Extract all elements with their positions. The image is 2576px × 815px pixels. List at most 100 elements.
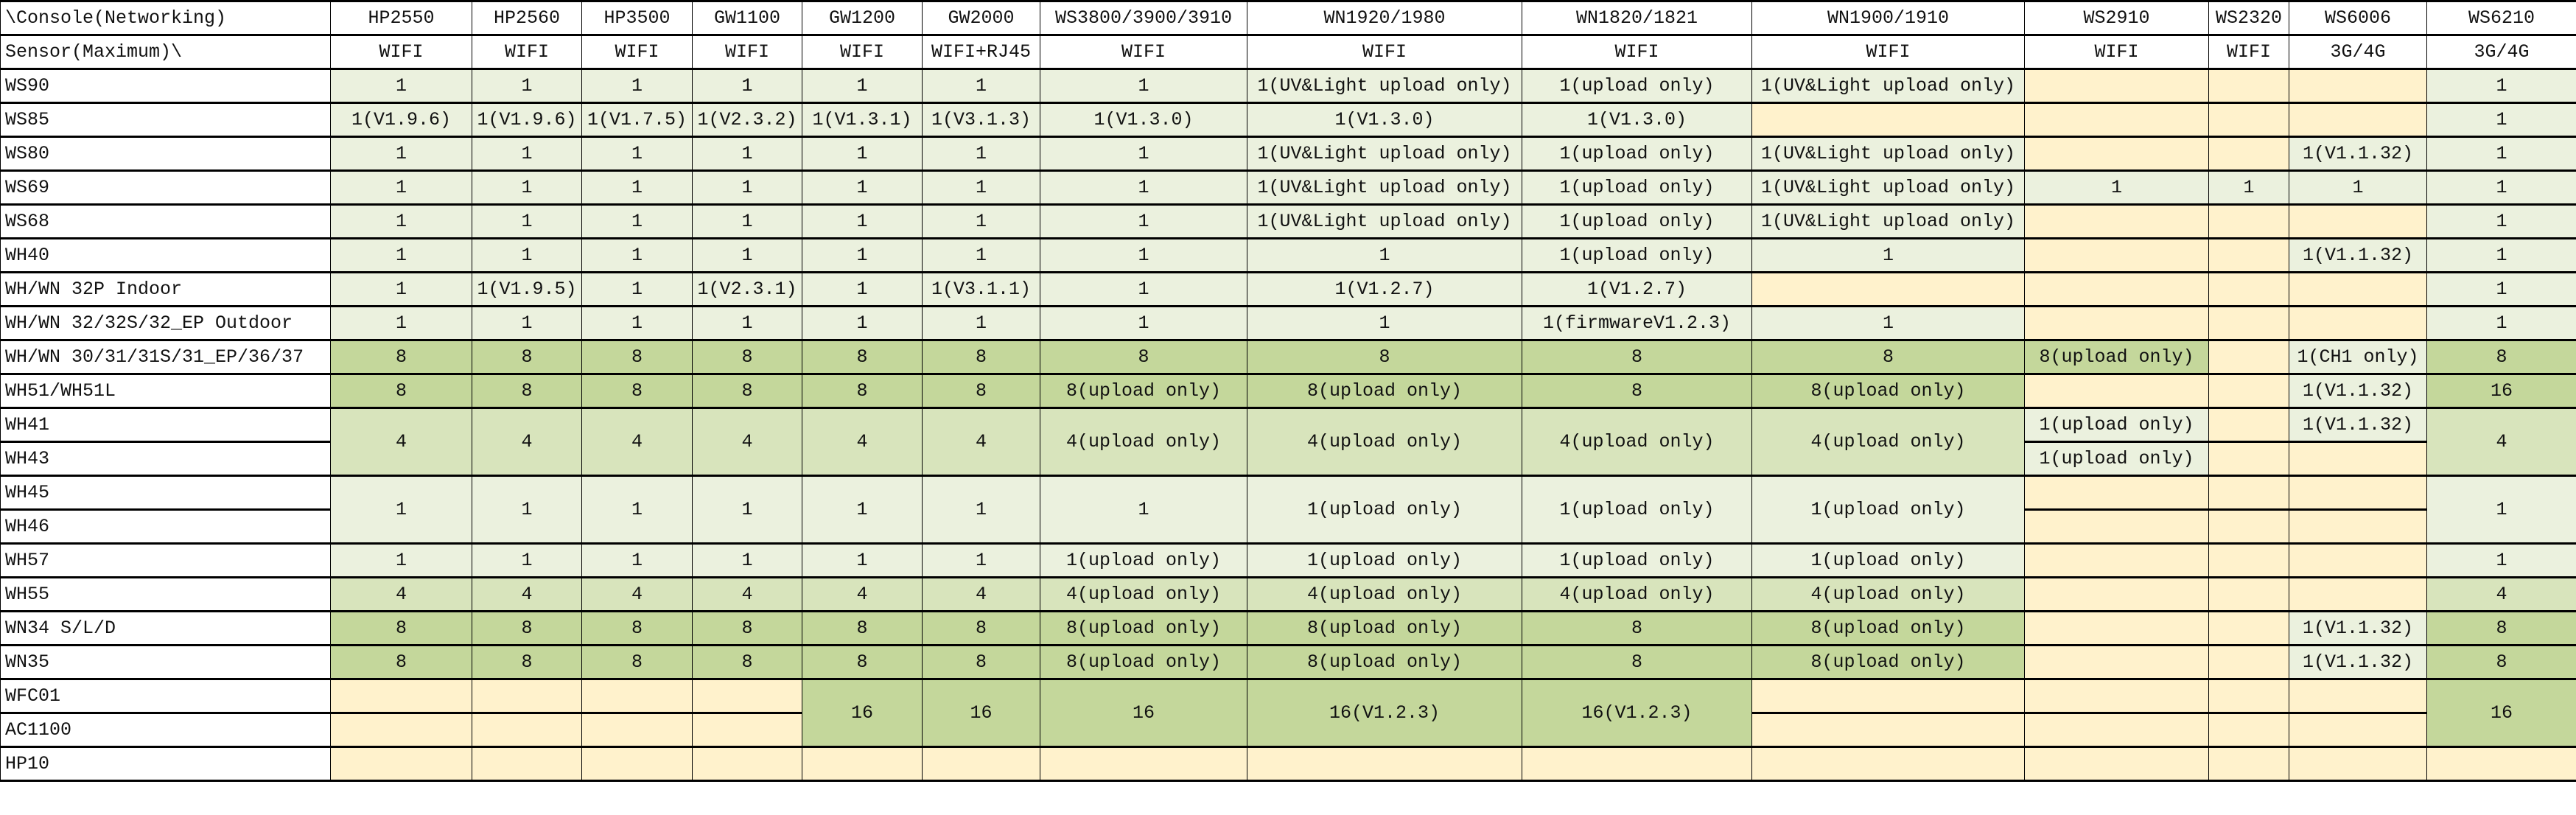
compat-cell: 8(upload only) xyxy=(1751,644,2025,680)
table-row: WH55 4 4 4 4 4 4 4(upload only) 4(upload only) 4(… xyxy=(0,576,2576,612)
compat-cell: 1(UV&Light upload only) xyxy=(1751,68,2025,104)
compat-cell: 8 xyxy=(472,610,582,646)
compat-cell: 1(V1.7.5) xyxy=(581,102,693,138)
compat-cell: 1(upload only) xyxy=(1522,169,1752,206)
compat-cell: 1 xyxy=(581,68,693,104)
compat-cell: 1 xyxy=(1040,203,1247,239)
compat-cell-empty xyxy=(2289,441,2427,477)
compat-cell: 16(V1.2.3) xyxy=(1247,678,1522,748)
column-header-connection: WIFI xyxy=(1522,34,1752,70)
compat-cell: 1 xyxy=(2426,169,2576,206)
compat-cell: 1(V1.1.32) xyxy=(2289,237,2427,273)
column-header-connection: WIFI+RJ45 xyxy=(922,34,1040,70)
compat-cell: 1 xyxy=(2426,136,2576,172)
compat-cell-empty xyxy=(2289,678,2427,714)
compat-cell: 1 xyxy=(2426,305,2576,341)
compat-cell: 4 xyxy=(472,407,582,477)
compat-cell: 1(upload only) xyxy=(1522,475,1752,545)
compat-cell: 1 xyxy=(2426,68,2576,104)
compat-cell: 1 xyxy=(2426,237,2576,273)
compat-cell: 1 xyxy=(2426,203,2576,239)
compat-cell: 8(upload only) xyxy=(1247,373,1522,409)
compat-cell-empty xyxy=(2208,746,2289,782)
compat-cell: 1(CH1 only) xyxy=(2289,339,2427,375)
compat-cell: 4 xyxy=(922,407,1040,477)
compat-cell-empty xyxy=(2024,305,2209,341)
table-row: WN35 8 8 8 8 8 8 8(upload only) 8(upload only) 8 8… xyxy=(0,644,2576,680)
compat-cell: 4 xyxy=(692,576,802,612)
compat-cell-empty xyxy=(2024,610,2209,646)
compat-cell: 1(UV&Light upload only) xyxy=(1247,203,1522,239)
compat-cell-empty xyxy=(2289,542,2427,578)
compat-cell-empty xyxy=(2024,237,2209,273)
compat-cell: 1 xyxy=(330,237,472,273)
compat-cell: 1 xyxy=(922,237,1040,273)
compat-cell: 8 xyxy=(1522,610,1752,646)
compat-cell: 8 xyxy=(922,373,1040,409)
sensor-label: WH45 xyxy=(0,475,331,511)
compat-cell: 4(upload only) xyxy=(1247,576,1522,612)
compat-cell: 4 xyxy=(692,407,802,477)
compat-cell-empty xyxy=(2024,271,2209,307)
table-body: WS90 1 1 1 1 1 1 1 1(UV&Light upload only) 1(uplo… xyxy=(0,68,2576,782)
compat-cell-empty xyxy=(2208,136,2289,172)
compat-cell-empty xyxy=(2024,373,2209,409)
column-header-console: WS6210 xyxy=(2426,0,2576,36)
compat-cell: 1 xyxy=(802,68,923,104)
compat-cell-empty xyxy=(2208,203,2289,239)
table-row: WH45 1 1 1 1 1 1 1 1(upload only) 1(upload only) 1… xyxy=(0,475,2576,545)
compat-cell: 1 xyxy=(922,169,1040,206)
compat-cell: 1(upload only) xyxy=(1247,475,1522,545)
compat-cell: 8(upload only) xyxy=(1751,373,2025,409)
compat-cell: 1 xyxy=(802,475,923,545)
table-row: WH/WN 32/32S/32_EP Outdoor 1 1 1 1 1 1 1 1 1(firm… xyxy=(0,305,2576,341)
table-row: WS68 1 1 1 1 1 1 1 1(UV&Light upload only) 1(uplo… xyxy=(0,203,2576,239)
column-header-console: WS6006 xyxy=(2289,0,2427,36)
compat-cell: 1 xyxy=(330,203,472,239)
column-header-console: HP3500 xyxy=(581,0,693,36)
compat-cell: 1 xyxy=(692,237,802,273)
compat-cell: 8 xyxy=(922,610,1040,646)
compat-cell-empty xyxy=(2024,644,2209,680)
compat-cell: 16 xyxy=(2426,373,2576,409)
compat-cell-empty xyxy=(2024,576,2209,612)
compat-cell: 1(V1.2.7) xyxy=(1247,271,1522,307)
compat-cell: 1 xyxy=(802,237,923,273)
header-row-console: \Console(Networking) HP2550 HP2560 HP3500 G… xyxy=(0,0,2576,36)
compat-cell: 1 xyxy=(802,542,923,578)
compat-cell: 1 xyxy=(922,203,1040,239)
table-row: WH/WN 32P Indoor 1 1(V1.9.5) 1 1(V2.3.1) 1 1(V… xyxy=(0,271,2576,307)
compat-cell: 1(upload only) xyxy=(1522,542,1752,578)
compat-cell: 1 xyxy=(692,169,802,206)
column-header-console: HP2560 xyxy=(472,0,582,36)
compat-cell: 1(V1.2.7) xyxy=(1522,271,1752,307)
sensor-label: WH/WN 32P Indoor xyxy=(0,271,331,307)
compat-cell-empty xyxy=(1040,746,1247,782)
compat-cell-empty xyxy=(2024,475,2209,511)
compat-cell: 1(UV&Light upload only) xyxy=(1247,68,1522,104)
compat-cell-empty xyxy=(2024,136,2209,172)
compat-cell: 1 xyxy=(1040,136,1247,172)
column-header-console: WN1920/1980 xyxy=(1247,0,1522,36)
compat-cell: 8 xyxy=(1751,339,2025,375)
table-row: WH40 1 1 1 1 1 1 1 1 1(upload only) 1 1(V1.1.32) 1 xyxy=(0,237,2576,273)
table-row: WH/WN 30/31/31S/31_EP/36/37 8 8 8 8 8 8 8 8 8 8 8(u… xyxy=(0,339,2576,375)
table-row: WS85 1(V1.9.6) 1(V1.9.6) 1(V1.7.5) 1(V2.3.2)… xyxy=(0,102,2576,138)
column-header-connection: WIFI xyxy=(2024,34,2209,70)
compat-cell: 1 xyxy=(2426,475,2576,545)
compat-cell: 1(UV&Light upload only) xyxy=(1751,203,2025,239)
compat-cell-empty xyxy=(2024,678,2209,714)
compat-cell: 1(V1.9.5) xyxy=(472,271,582,307)
compat-cell: 1 xyxy=(1040,237,1247,273)
compat-cell-empty xyxy=(2024,746,2209,782)
sensor-label: WH/WN 32/32S/32_EP Outdoor xyxy=(0,305,331,341)
compat-cell: 1(V1.9.6) xyxy=(330,102,472,138)
compat-cell: 8 xyxy=(802,610,923,646)
sensor-label: AC1100 xyxy=(0,712,331,748)
compat-cell: 8 xyxy=(330,339,472,375)
compat-cell: 1(upload only) xyxy=(1522,203,1752,239)
compat-cell-empty xyxy=(692,712,802,748)
compat-cell: 4(upload only) xyxy=(1751,407,2025,477)
compat-cell: 8 xyxy=(1522,339,1752,375)
sensor-label: WN34 S/L/D xyxy=(0,610,331,646)
